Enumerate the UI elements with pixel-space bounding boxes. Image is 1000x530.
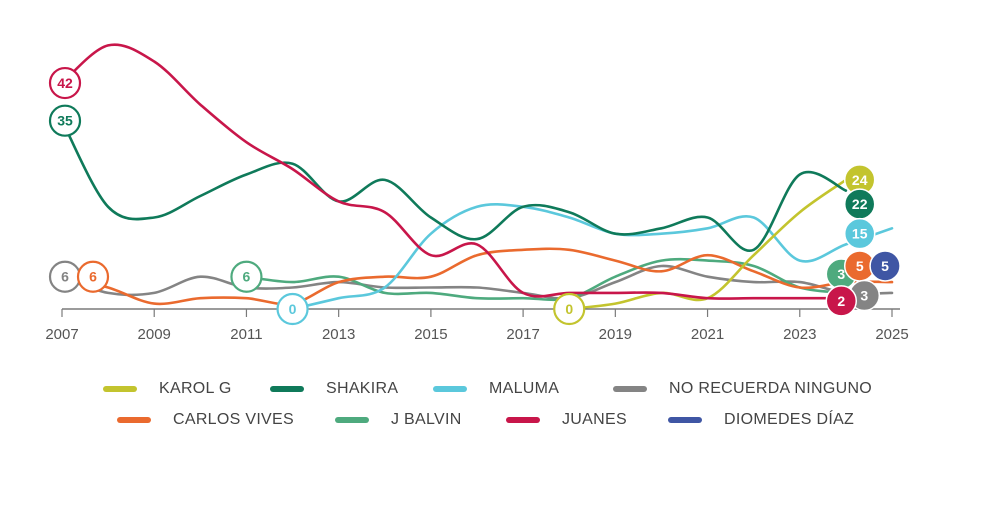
- x-tick-label: 2025: [875, 326, 908, 343]
- end-badge-diomedes-diaz-circle: [869, 250, 901, 282]
- end-badge-maluma-circle: [843, 217, 876, 250]
- series-line-j-balvin: [245, 257, 848, 302]
- end-badge-diomedes-diaz-text: 5: [881, 258, 889, 274]
- end-badge-shakira: 22: [843, 188, 876, 220]
- x-axis-ticks: 2007 2009 2011 2013 2015 2017 2019 2021 2023 2025: [45, 309, 909, 343]
- legend: KAROL G SHAKIRA MALUMA NO RECUERDA NINGU…: [0, 370, 1000, 450]
- legend-swatch-j-balvin: [335, 417, 369, 423]
- start-badge-juanes-text: 42: [57, 75, 73, 91]
- start-badge-karol-g-text: 0: [565, 301, 573, 317]
- series-lines: [60, 43, 894, 311]
- end-badge-juanes-text: 2: [837, 293, 845, 309]
- x-tick-label: 2009: [138, 326, 171, 343]
- start-badge-shakira: 35: [48, 104, 82, 137]
- start-badge-karol-g-circle: [553, 292, 586, 326]
- legend-item-shakira: SHAKIRA: [270, 380, 398, 398]
- legend-item-juanes: JUANES: [506, 411, 627, 429]
- end-badge-carlos-vives-text: 5: [856, 258, 864, 274]
- start-badge-maluma-text: 0: [289, 301, 297, 317]
- start-badge-juanes-circle: [48, 66, 82, 100]
- end-badge-juanes-circle: [825, 285, 858, 317]
- legend-item-j-balvin: J BALVIN: [335, 411, 462, 429]
- start-badge-carlos-vives-text: 6: [89, 269, 97, 285]
- x-tick-label: 2011: [230, 326, 262, 343]
- legend-label-carlos-vives: CARLOS VIVES: [173, 411, 294, 428]
- x-tick-label: 2021: [691, 326, 724, 343]
- end-badge-juanes: 2: [825, 285, 858, 317]
- series-line-juanes: [60, 43, 848, 300]
- legend-swatch-carlos-vives: [117, 417, 151, 423]
- x-tick-label: 2023: [783, 326, 816, 343]
- legend-label-karol-g: KAROL G: [159, 380, 232, 397]
- start-badge-maluma: 0: [276, 292, 309, 326]
- legend-item-karol-g: KAROL G: [103, 380, 232, 398]
- legend-label-maluma: MALUMA: [489, 380, 560, 397]
- end-badge-diomedes-diaz: 5: [869, 250, 901, 282]
- end-badge-shakira-text: 22: [852, 196, 868, 212]
- start-badge-karol-g: 0: [553, 292, 586, 326]
- series-line-shakira: [60, 119, 848, 252]
- legend-item-maluma: MALUMA: [433, 380, 559, 398]
- start-badge-juanes: 42: [48, 66, 82, 100]
- legend-label-no-recuerda: NO RECUERDA NINGUNO: [669, 380, 873, 397]
- legend-swatch-maluma: [433, 386, 467, 392]
- start-badge-j-balvin-circle: [230, 260, 263, 293]
- x-tick-label: 2015: [414, 326, 447, 343]
- line-chart: 2007 2009 2011 2013 2015 2017 2019 2021 2023 2025…: [45, 43, 909, 343]
- legend-swatch-no-recuerda: [613, 386, 647, 392]
- end-badge-karol-g-text: 24: [852, 172, 868, 188]
- start-badge-no-recuerda-ninguno: 6: [48, 260, 82, 293]
- start-badge-j-balvin-text: 6: [243, 269, 251, 285]
- series-line-maluma: [291, 203, 894, 311]
- start-badge-shakira-circle: [48, 104, 82, 137]
- start-badge-no-recuerda-ninguno-text: 6: [61, 269, 69, 285]
- x-tick-label: 2007: [45, 326, 78, 343]
- start-badge-j-balvin: 6: [230, 260, 263, 293]
- x-tick-label: 2019: [599, 326, 632, 343]
- end-badge-no-recuerda-ninguno-text: 3: [860, 288, 868, 304]
- x-tick-label: 2013: [322, 326, 355, 343]
- series-line-no-recuerda-ninguno: [60, 264, 894, 300]
- end-badge-maluma-text: 15: [852, 226, 868, 242]
- legend-label-shakira: SHAKIRA: [326, 380, 399, 397]
- x-tick-label: 2017: [506, 326, 539, 343]
- legend-item-carlos-vives: CARLOS VIVES: [117, 411, 294, 429]
- legend-item-diomedes-diaz: DIOMEDES DÍAZ: [668, 411, 854, 429]
- legend-label-juanes: JUANES: [562, 411, 627, 428]
- end-badge-j-balvin-text: 3: [837, 266, 845, 282]
- legend-label-j-balvin: J BALVIN: [391, 411, 462, 428]
- end-badge-maluma: 15: [843, 217, 876, 250]
- series-line-carlos-vives: [60, 247, 894, 306]
- legend-swatch-diomedes-diaz: [668, 417, 702, 423]
- start-badge-carlos-vives: 6: [76, 260, 110, 293]
- legend-swatch-juanes: [506, 417, 540, 423]
- legend-swatch-karol-g: [103, 386, 137, 392]
- start-badge-maluma-circle: [276, 292, 309, 326]
- start-badge-shakira-text: 35: [57, 113, 73, 129]
- legend-swatch-shakira: [270, 386, 304, 392]
- legend-item-no-recuerda: NO RECUERDA NINGUNO: [613, 380, 872, 398]
- legend-label-diomedes-diaz: DIOMEDES DÍAZ: [724, 411, 855, 428]
- start-badge-carlos-vives-circle: [76, 260, 110, 293]
